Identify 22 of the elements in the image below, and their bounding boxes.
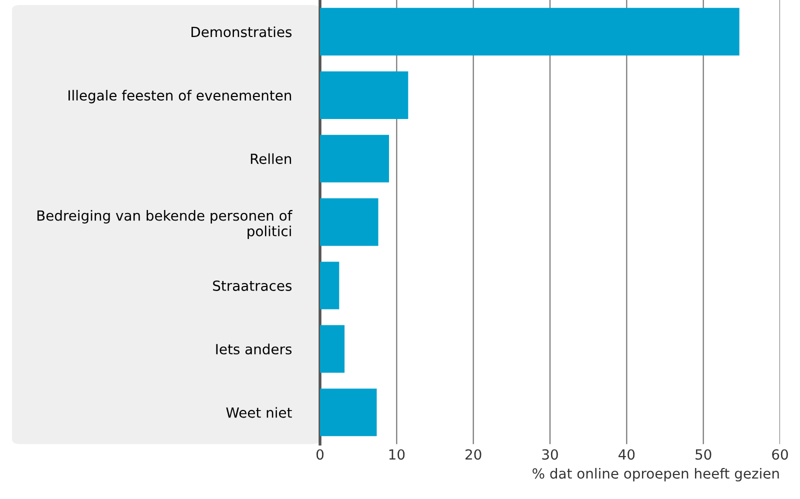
x-tick-label: 50 — [696, 449, 712, 460]
x-tick-label: 30 — [542, 449, 558, 460]
y-tick-label: Iets anders — [216, 344, 292, 354]
x-tick-label: 10 — [389, 449, 405, 460]
x-tick-label: 0 — [316, 449, 324, 460]
x-tick-label: 20 — [466, 449, 482, 460]
bar — [320, 8, 740, 56]
y-tick-label: Demonstraties — [192, 26, 292, 38]
x-axis-title: % dat online oproepen heeft gezien — [532, 468, 779, 482]
x-tick-label: 40 — [618, 449, 635, 460]
bar — [320, 262, 340, 310]
bar — [320, 134, 389, 182]
bar — [320, 325, 345, 373]
x-tick-label: 60 — [772, 449, 788, 460]
bar — [320, 388, 377, 436]
y-tick-label: Illegale feesten of evenementen — [68, 90, 292, 104]
bar — [320, 198, 378, 246]
bar — [320, 71, 408, 119]
y-tick-label: Rellen — [250, 153, 292, 164]
y-tick-label: Straatraces — [213, 280, 292, 291]
y-tick-label: Bedreiging van bekende personen of politici — [37, 210, 292, 240]
y-tick-label: Weet niet — [226, 407, 292, 418]
